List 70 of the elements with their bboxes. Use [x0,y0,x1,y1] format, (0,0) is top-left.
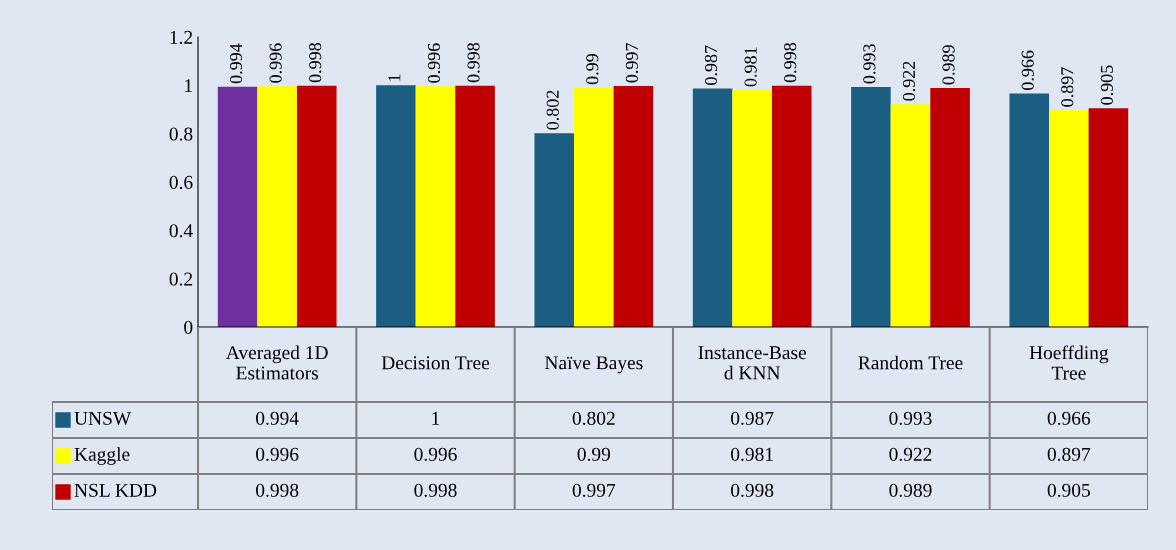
bar [217,86,258,327]
data-label: 0.994 [229,43,243,84]
y-tick-label: 1.2 [170,30,193,45]
data-label: 0.996 [269,43,282,83]
text: 0.996 [256,447,299,461]
text: 1 [432,411,440,425]
text: 0.802 [572,411,615,425]
text: 0.922 [889,447,932,461]
bar [257,86,297,327]
data-label: 1 [388,74,401,81]
data-label: 0.993 [863,44,876,84]
legend-label: UNSW [74,411,132,425]
bar [732,89,772,327]
bar [1009,93,1050,327]
y-tick-label: 0.4 [169,224,193,238]
text: 0.997 [572,483,616,497]
text: 0.998 [731,483,774,497]
bar [376,85,416,327]
bar [415,86,456,327]
data-label: 0.987 [704,45,718,85]
data-label: 0.922 [902,61,916,101]
text: 0.905 [1047,483,1090,497]
text: 0.989 [889,483,932,497]
x-tick-label: Hoeffding Tree [1029,345,1109,380]
bar [930,87,970,327]
x-tick-label: Averaged 1D Estimators [225,345,328,380]
bar [296,85,337,327]
data-label: 0.981 [744,47,757,87]
text: 0.996 [414,447,457,461]
text: 0.981 [731,447,773,461]
x-tick-label: Instance-Based KNN [698,346,807,380]
data-label: 0.997 [625,43,639,83]
data-label: 0.989 [942,45,955,85]
data-label: 0.996 [427,43,441,83]
bar [692,88,733,327]
data-label: 0.897 [1061,67,1074,107]
bar [613,86,654,327]
data-label: 0.998 [309,42,322,83]
bar [851,87,891,327]
data-label: 0.802 [546,90,559,130]
x-tick-label: Naïve Bayes [544,356,643,374]
bar [771,85,812,327]
y-tick-label: 0.2 [169,272,193,286]
y-tick-label: 0.8 [169,127,193,141]
legend-label: NSL KDD [74,483,157,497]
y-tick-label: 0.6 [169,175,193,190]
bar [1088,108,1129,327]
data-label: 0.966 [1021,50,1034,90]
text: 0.987 [731,411,774,425]
x-tick-label: Decision Tree [381,356,490,370]
y-tick-label: 1 [185,79,192,93]
x-tick-label: Random Tree [858,355,963,370]
data-label: 0.905 [1100,65,1114,105]
text: 0.897 [1047,447,1091,461]
data-label: 0.998 [467,42,480,83]
text: 0.998 [414,483,457,497]
text: 0.998 [256,483,299,497]
text: 0.994 [256,411,299,425]
bar [890,104,931,327]
text: 0.99 [577,447,611,461]
bar [534,133,575,327]
data-label: 0.99 [586,53,599,85]
bar [455,85,495,327]
bar [574,87,614,327]
y-tick-label: 0 [184,320,193,334]
text: 0.993 [889,411,932,425]
legend-label: Kaggle [74,447,130,465]
data-label: 0.998 [784,42,797,83]
text: 0.966 [1047,411,1091,425]
bar [1049,110,1089,327]
